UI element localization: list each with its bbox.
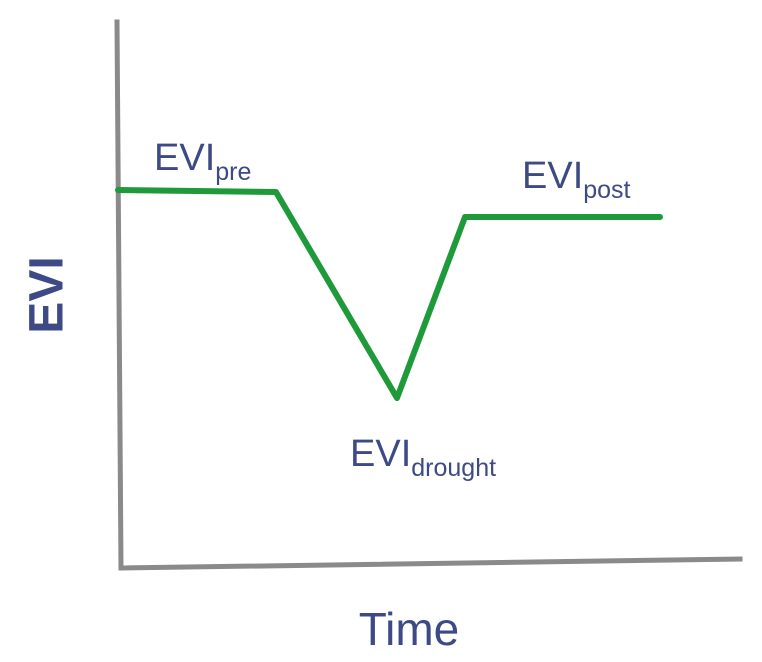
y-axis-title: EVI bbox=[21, 256, 74, 333]
label-evi-drought-sub: drought bbox=[411, 454, 496, 482]
label-evi-drought-main: EVI bbox=[350, 433, 411, 475]
label-evi-pre-sub: pre bbox=[215, 158, 251, 186]
label-evi-post-sub: post bbox=[583, 176, 630, 204]
y-axis bbox=[114, 19, 124, 571]
label-evi-pre-main: EVI bbox=[154, 137, 215, 179]
label-evi-post-main: EVI bbox=[522, 155, 583, 197]
x-axis bbox=[118, 556, 743, 571]
x-axis-title: Time bbox=[359, 603, 460, 655]
label-evi-drought: EVIdrought bbox=[350, 433, 496, 482]
evi-curve bbox=[115, 187, 663, 401]
label-evi-pre: EVIpre bbox=[154, 137, 251, 186]
label-evi-post: EVIpost bbox=[522, 155, 631, 204]
